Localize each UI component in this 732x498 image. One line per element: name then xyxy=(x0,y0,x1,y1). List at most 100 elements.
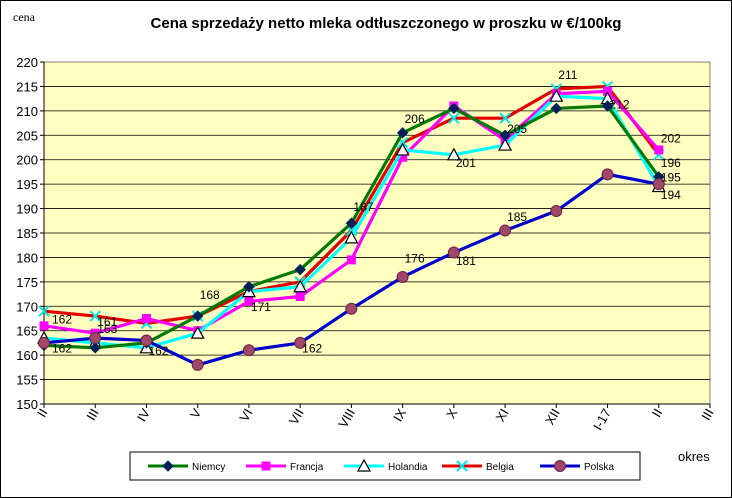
data-label: 195 xyxy=(661,171,681,185)
legend-marker xyxy=(261,461,271,471)
data-label: 181 xyxy=(456,254,476,268)
legend-entry: Belgia xyxy=(442,460,514,473)
data-point xyxy=(89,332,102,345)
data-point xyxy=(140,334,153,347)
x-tick-label: III xyxy=(698,406,716,423)
x-tick-label: XII xyxy=(542,406,563,427)
data-point xyxy=(448,112,460,124)
data-point xyxy=(141,314,151,323)
y-tick-label: 160 xyxy=(16,348,38,363)
series-lines xyxy=(36,80,666,371)
data-point xyxy=(294,263,306,276)
data-label: 171 xyxy=(251,300,271,314)
data-point xyxy=(39,321,49,331)
data-label: 162 xyxy=(302,342,322,356)
data-label: 201 xyxy=(456,156,476,170)
data-point xyxy=(448,102,460,115)
legend-marker xyxy=(356,458,372,472)
data-point xyxy=(549,88,564,102)
y-tick-label: 215 xyxy=(16,79,38,94)
data-point xyxy=(243,281,255,293)
legend-label: Polska xyxy=(584,462,614,473)
data-point xyxy=(242,344,255,357)
data-point xyxy=(447,246,460,259)
x-tick-label: IX xyxy=(390,406,409,424)
data-point xyxy=(294,336,307,349)
data-point xyxy=(396,270,409,283)
y-tick-label: 155 xyxy=(16,373,38,388)
data-point xyxy=(190,325,205,339)
data-label: 168 xyxy=(200,288,220,302)
y-tick-labels: 150 155 160 165 170 175 180 185 190 195 200 205 210 2… xyxy=(16,55,38,412)
y-axis-label: cena xyxy=(13,10,36,24)
legend-label: Francja xyxy=(290,462,324,473)
data-point xyxy=(293,279,308,293)
y-tick-label: 205 xyxy=(16,128,38,143)
y-tick-label: 220 xyxy=(16,55,38,70)
legend-marker xyxy=(456,460,468,472)
data-label: 162 xyxy=(52,312,72,326)
legend-entry: Holandia xyxy=(344,458,428,473)
data-label: 212 xyxy=(610,97,630,111)
data-point xyxy=(499,112,511,124)
y-tick-label: 170 xyxy=(16,299,38,314)
x-tick-label: VIII xyxy=(335,406,358,430)
data-point xyxy=(344,230,359,244)
legend-entry: Niemcy xyxy=(148,460,225,473)
data-label: 211 xyxy=(558,68,577,82)
x-tick-label: V xyxy=(187,406,204,421)
data-label: 196 xyxy=(661,156,681,170)
legend-marker xyxy=(162,460,174,472)
data-point xyxy=(89,310,101,322)
gridlines xyxy=(44,86,710,380)
y-tick-label: 175 xyxy=(16,275,38,290)
y-tick-label: 200 xyxy=(16,153,38,168)
data-point xyxy=(191,310,204,322)
y-tick-label: 165 xyxy=(16,324,38,339)
data-label: 185 xyxy=(507,210,527,224)
y-tick-label: 195 xyxy=(16,177,38,192)
x-tick-label: II xyxy=(649,406,666,420)
legend-marker xyxy=(554,460,566,472)
y-tick-label: 150 xyxy=(16,397,38,412)
data-label: 194 xyxy=(661,188,681,202)
x-tick-label: VII xyxy=(286,406,307,427)
x-tick-label: VI xyxy=(236,406,255,424)
x-tick-label: IV xyxy=(134,406,153,424)
data-point xyxy=(498,137,513,151)
x-axis-label: okres xyxy=(678,449,710,464)
data-point xyxy=(89,342,101,354)
data-point xyxy=(499,224,512,237)
data-label: 205 xyxy=(507,122,527,136)
data-point xyxy=(601,100,614,112)
data-point xyxy=(345,302,358,315)
data-label: 163 xyxy=(97,322,117,336)
x-tick-label: II xyxy=(34,406,51,420)
data-point xyxy=(550,205,563,218)
data-point xyxy=(38,305,50,317)
y-tick-label: 210 xyxy=(16,104,38,119)
series-polska xyxy=(38,168,665,371)
legend-label: Belgia xyxy=(486,462,514,473)
data-label: 202 xyxy=(661,132,681,146)
x-tick-label: III xyxy=(83,406,101,423)
data-label: 162 xyxy=(148,344,168,358)
y-tick-label: 185 xyxy=(16,226,38,241)
data-label: 162 xyxy=(52,342,72,356)
legend-entry: Polska xyxy=(540,460,614,473)
data-point xyxy=(652,178,665,191)
legend-label: Holandia xyxy=(388,462,428,473)
data-point xyxy=(550,102,563,115)
data-point xyxy=(38,336,50,349)
y-tick-label: 190 xyxy=(16,202,38,217)
legend-entry: Francja xyxy=(246,461,324,473)
data-point xyxy=(395,142,410,156)
data-point xyxy=(654,145,664,155)
data-point xyxy=(345,217,358,229)
x-tick-labels: II III IV V VI VII VIII IX X XI XII I-17 II III xyxy=(34,406,717,433)
legend-entries: Niemcy Francja Holandia Belgia Polska xyxy=(148,458,614,473)
y-tick-label: 180 xyxy=(16,250,38,265)
x-tick-label: I-17 xyxy=(590,406,614,433)
